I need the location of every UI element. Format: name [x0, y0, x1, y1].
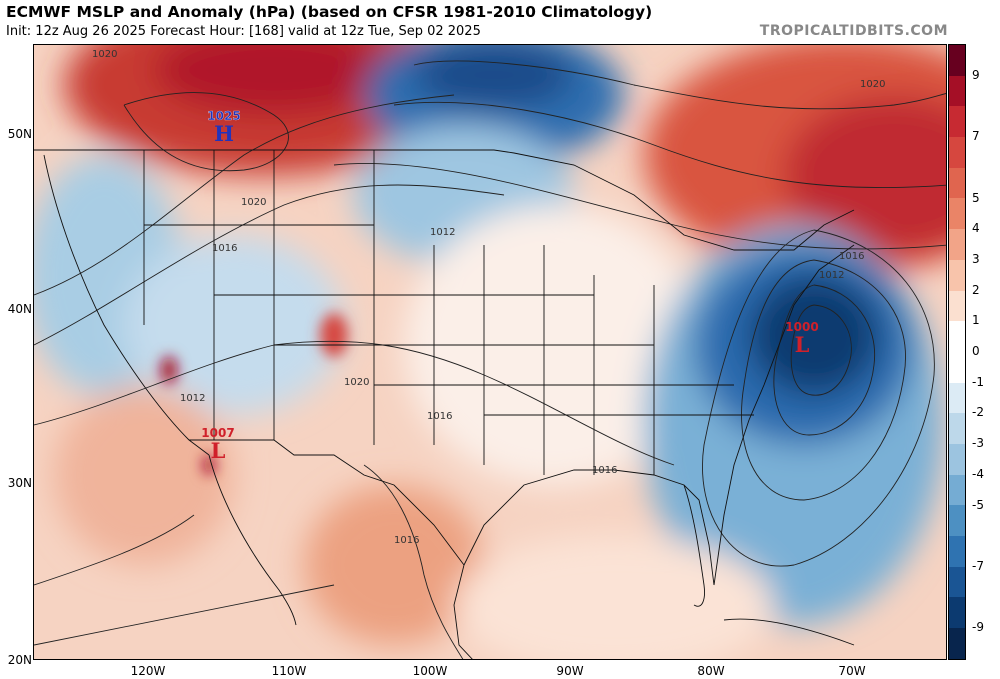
lat-label-50n: 50N [7, 127, 32, 141]
isobar-label: 1016 [839, 251, 864, 262]
isobars [34, 60, 946, 659]
colorbar-segment [949, 45, 965, 76]
colorbar-tick-label: 7 [972, 129, 980, 144]
lat-label-30n: 30N [7, 476, 32, 490]
low-pressure-center-west[interactable]: 1007 L [201, 426, 234, 463]
isobar-label: 1012 [819, 270, 844, 281]
colorbar-segment [949, 167, 965, 199]
isobar-label: 1016 [427, 411, 452, 422]
colorbar-segment [949, 505, 965, 536]
colorbar-tick-label: -7 [972, 558, 984, 573]
high-center-value: 1025 [207, 109, 240, 123]
lon-label-110w: 110W [271, 664, 307, 678]
colorbar-segment [949, 536, 965, 567]
high-center-letter: H [214, 121, 234, 146]
colorbar-segment [949, 137, 965, 168]
colorbar-segment [949, 382, 965, 414]
chart-title: ECMWF MSLP and Anomaly (hPa) (based on C… [6, 3, 653, 21]
low-pressure-center-east[interactable]: 1000 L [785, 320, 818, 357]
colorbar-tick-label: 0 [972, 344, 980, 358]
low-center-value: 1007 [201, 426, 234, 440]
chart-subtitle: Init: 12z Aug 26 2025 Forecast Hour: [16… [6, 24, 481, 39]
colorbar-segment [949, 290, 965, 322]
weather-map: 1020 1020 1016 1012 1012 1016 1020 1016 … [33, 44, 947, 660]
colorbar-tick-label: 5 [972, 190, 980, 205]
colorbar-tick-label: -3 [972, 436, 984, 451]
colorbar-tick-label: 9 [972, 67, 980, 82]
colorbar-segment [949, 198, 965, 230]
low-center-value: 1000 [785, 320, 818, 334]
colorbar-tick-label: -9 [972, 620, 984, 635]
isobar-label: 1012 [180, 393, 205, 404]
high-pressure-center[interactable]: 1025 H [207, 109, 241, 146]
isobar-labels: 1020 1020 1016 1012 1012 1016 1020 1016 … [92, 49, 885, 546]
colorbar-segment [949, 229, 965, 260]
colorbar-segment [949, 474, 965, 506]
borders [34, 149, 855, 659]
isobar-label: 1020 [92, 49, 117, 60]
isobar-label: 1016 [212, 243, 237, 254]
isobar-label: 1020 [241, 197, 266, 208]
colorbar-segment [949, 351, 965, 383]
colorbar-tick-label: -2 [972, 405, 984, 420]
isobar-label: 1016 [394, 535, 419, 546]
colorbar-segment [949, 321, 965, 352]
colorbar-segment [949, 566, 965, 598]
lon-label-100w: 100W [412, 664, 448, 678]
colorbar-tick-label: 1 [972, 313, 980, 328]
colorbar-tick-label: -4 [972, 466, 984, 481]
isobar-label: 1020 [344, 377, 369, 388]
lon-label-90w: 90W [556, 664, 584, 678]
isobar-label: 1016 [592, 465, 617, 476]
colorbar-segment [949, 443, 965, 475]
colorbar-tick-label: 2 [972, 282, 980, 297]
lat-label-20n: 20N [7, 653, 32, 667]
low-center-letter: L [211, 438, 226, 463]
colorbar-segment [949, 106, 965, 138]
colorbar-segment [949, 628, 965, 659]
brand-watermark[interactable]: TROPICALTIDBITS.COM [759, 23, 948, 39]
colorbar-tick-label: 4 [972, 221, 980, 236]
colorbar-tick-label: -1 [972, 374, 984, 389]
lon-label-80w: 80W [697, 664, 725, 678]
lon-label-120w: 120W [130, 664, 166, 678]
pressure-centers: 1025 H 1000 L 1007 L [201, 109, 818, 463]
colorbar-segment [949, 597, 965, 629]
lon-label-70w: 70W [838, 664, 866, 678]
lat-label-40n: 40N [7, 302, 32, 316]
low-center-letter: L [795, 332, 810, 357]
colorbar-segment [949, 413, 965, 444]
anomaly-shading [34, 45, 946, 659]
isobar-label: 1020 [860, 79, 885, 90]
anomaly-colorbar [948, 44, 966, 660]
colorbar-segment [949, 75, 965, 107]
colorbar-segment [949, 259, 965, 291]
colorbar-tick-label: -5 [972, 497, 984, 512]
colorbar-tick-label: 3 [972, 251, 980, 266]
isobar-label: 1012 [430, 227, 455, 238]
map-canvas: 1020 1020 1016 1012 1012 1016 1020 1016 … [34, 45, 946, 659]
